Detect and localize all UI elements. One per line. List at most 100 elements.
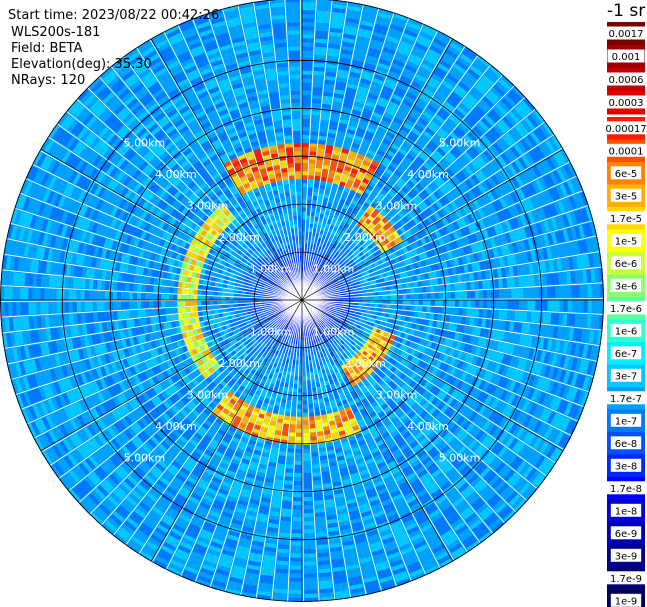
range-gate-cell	[367, 231, 374, 238]
range-gate-cell	[380, 54, 393, 63]
range-gate-cell	[322, 164, 330, 170]
range-gate-cell	[534, 275, 540, 286]
range-gate-cell	[340, 114, 350, 121]
range-gate-cell	[361, 243, 368, 249]
range-gate-cell	[511, 288, 516, 298]
range-gate-cell	[458, 308, 463, 316]
range-gate-cell	[316, 267, 320, 272]
range-gate-cell	[276, 564, 289, 570]
range-gate-cell	[302, 255, 304, 260]
range-gate-cell	[365, 130, 375, 138]
range-gate-cell	[384, 82, 395, 90]
range-gate-cell	[571, 285, 576, 298]
range-gate-cell	[410, 108, 421, 117]
range-gate-cell	[442, 52, 456, 63]
range-gate-cell	[321, 172, 328, 178]
range-gate-cell	[284, 480, 293, 485]
range-gate-cell	[427, 124, 438, 133]
range-gate-cell	[382, 157, 391, 165]
range-gate-cell	[455, 60, 468, 71]
range-gate-cell	[392, 139, 402, 148]
range-gate-cell	[388, 190, 396, 198]
range-gate-cell	[377, 308, 383, 312]
range-gate-cell	[433, 166, 442, 175]
range-gate-cell	[409, 311, 415, 317]
range-gate-cell	[316, 250, 321, 255]
range-gate-cell	[323, 91, 333, 97]
range-gate-cell	[302, 70, 312, 75]
range-gate-cell	[591, 284, 596, 298]
range-gate-cell	[398, 200, 406, 208]
range-gate-cell	[408, 165, 417, 174]
range-gate-cell	[331, 19, 344, 26]
range-gate-cell	[364, 62, 376, 70]
range-gate-cell	[430, 286, 435, 292]
range-gate-cell	[358, 218, 365, 225]
range-gate-cell	[364, 188, 372, 195]
range-gate-cell	[454, 291, 459, 299]
range-gate-cell	[376, 167, 385, 175]
range-gate-cell	[476, 80, 489, 92]
range-gate-cell	[349, 254, 355, 259]
range-gate-cell	[346, 197, 353, 203]
range-gate-cell	[509, 89, 522, 102]
range-gate-cell	[511, 108, 523, 121]
range-gate-cell	[303, 497, 313, 502]
range-gate-cell	[299, 364, 302, 369]
range-gate-cell	[303, 436, 310, 441]
range-gate-cell	[406, 203, 414, 211]
range-gate-cell	[467, 68, 480, 80]
range-gate-cell	[527, 288, 532, 298]
range-gate-cell	[299, 356, 302, 361]
range-gate-cell	[314, 257, 318, 263]
range-gate-cell	[436, 62, 449, 73]
range-gate-cell	[330, 247, 335, 253]
range-gate-cell	[320, 265, 324, 270]
range-gate-cell	[413, 186, 421, 194]
range-gate-cell	[302, 191, 307, 196]
range-gate-cell	[295, 364, 299, 369]
range-gate-cell	[318, 443, 326, 448]
range-gate-cell	[575, 300, 580, 312]
range-gate-cell	[327, 133, 336, 139]
range-gate-cell	[364, 240, 371, 247]
range-gate-cell	[330, 268, 335, 273]
range-gate-cell	[313, 266, 317, 271]
range-gate-cell	[363, 202, 370, 209]
range-gate-cell	[339, 198, 346, 204]
range-gate-cell	[327, 277, 332, 281]
range-gate-cell	[394, 55, 407, 64]
range-gate-cell	[309, 412, 315, 417]
range-gate-cell	[303, 476, 312, 482]
range-gate-cell	[495, 289, 500, 299]
range-gate-cell	[470, 65, 483, 77]
range-gate-cell	[330, 117, 339, 123]
range-gate-cell	[365, 208, 373, 215]
range-gate-cell	[303, 420, 309, 425]
range-gate-cell	[415, 183, 424, 192]
range-gate-cell	[311, 452, 319, 457]
range-gate-cell	[336, 263, 341, 268]
range-gate-cell	[304, 529, 315, 534]
range-gate-cell	[331, 113, 340, 119]
range-gate-cell	[295, 444, 302, 449]
range-gate-cell	[302, 364, 306, 369]
range-gate-cell	[431, 41, 445, 52]
range-gate-cell	[402, 300, 407, 305]
range-gate-cell	[302, 195, 307, 200]
range-gate-cell	[304, 553, 316, 558]
range-gate-cell	[319, 188, 325, 194]
range-gate-cell	[290, 420, 296, 425]
range-gate-cell	[394, 169, 403, 177]
range-gate-cell	[426, 293, 431, 299]
range-gate-cell	[401, 36, 415, 46]
range-gate-cell	[290, 375, 294, 381]
range-gate-cell	[324, 210, 330, 216]
range-gate-cell	[375, 206, 382, 213]
range-gate-cell	[404, 29, 418, 38]
range-gate-cell	[388, 219, 396, 226]
range-gate-cell	[426, 300, 431, 306]
range-gate-cell	[474, 84, 486, 95]
range-gate-cell	[370, 228, 377, 235]
range-gate-cell	[331, 109, 341, 115]
